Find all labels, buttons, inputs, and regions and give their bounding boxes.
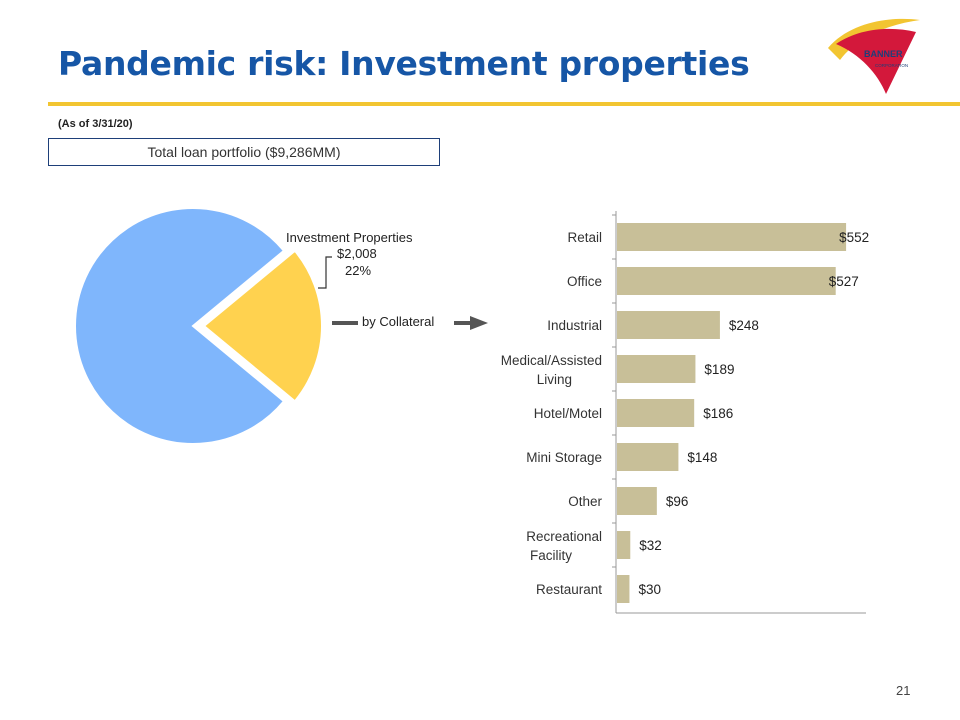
bar-industrial — [617, 311, 720, 339]
bar-office — [617, 267, 836, 295]
bar-category-label: Industrial — [547, 318, 602, 333]
slice-label-bracket — [318, 256, 332, 289]
portfolio-label-box: Total loan portfolio ($9,286MM) — [48, 138, 440, 166]
bar-category-label: Mini Storage — [526, 450, 602, 465]
bar-value-label: $552 — [839, 230, 869, 245]
bar-mini-storage — [617, 443, 679, 471]
bar-category-label: Medical/Assisted Living — [501, 353, 602, 387]
bar-value-label: $30 — [638, 582, 661, 597]
page-title: Pandemic risk: Investment properties — [58, 44, 750, 83]
bar-value-label: $32 — [639, 538, 662, 553]
bar-value-label: $248 — [729, 318, 759, 333]
investment-properties-label: Investment Properties — [286, 230, 413, 245]
portfolio-pie-chart — [74, 207, 323, 445]
page-number: 21 — [896, 683, 911, 698]
investment-properties-percent: 22% — [345, 263, 372, 278]
bar-category-label: Restaurant — [536, 582, 602, 597]
bar-retail — [617, 223, 847, 251]
bar-restaurant — [617, 575, 630, 603]
bar-value-label: $527 — [829, 274, 859, 289]
bar-recreational-facility — [617, 531, 631, 559]
bar-medical-assisted-living — [617, 355, 696, 383]
by-collateral-label: by Collateral — [360, 314, 437, 329]
arrow-right-icon — [470, 316, 488, 330]
bar-value-label: $186 — [703, 406, 733, 421]
bar-category-label: Hotel/Motel — [534, 406, 602, 421]
pie-slice-other-loans — [74, 207, 286, 445]
bar-category-label: Other — [568, 494, 602, 509]
logo-subtext: CORPORATION — [875, 63, 908, 68]
as-of-date: (As of 3/31/20) — [58, 118, 133, 130]
logo-sail-red — [836, 28, 916, 95]
bar-other — [617, 487, 657, 515]
collateral-arrow — [332, 316, 488, 330]
bar-value-label: $96 — [666, 494, 689, 509]
pie-slice-investment-properties — [202, 249, 323, 403]
collateral-bar-chart: Retail $552 Office $527 Industrial $248 Medica… — [501, 211, 869, 614]
bar-category-label: Retail — [567, 230, 602, 245]
bar-category-label: Recreational Facility — [526, 529, 602, 563]
bar-value-label: $189 — [704, 362, 734, 377]
bar-hotel-motel — [617, 399, 695, 427]
bar-category-label: Office — [567, 274, 602, 289]
investment-properties-amount: $2,008 — [337, 246, 377, 261]
banner-logo: BANNER CORPORATION — [828, 18, 920, 95]
logo-text: BANNER — [864, 49, 903, 59]
title-underline — [48, 102, 960, 106]
bar-value-label: $148 — [687, 450, 717, 465]
